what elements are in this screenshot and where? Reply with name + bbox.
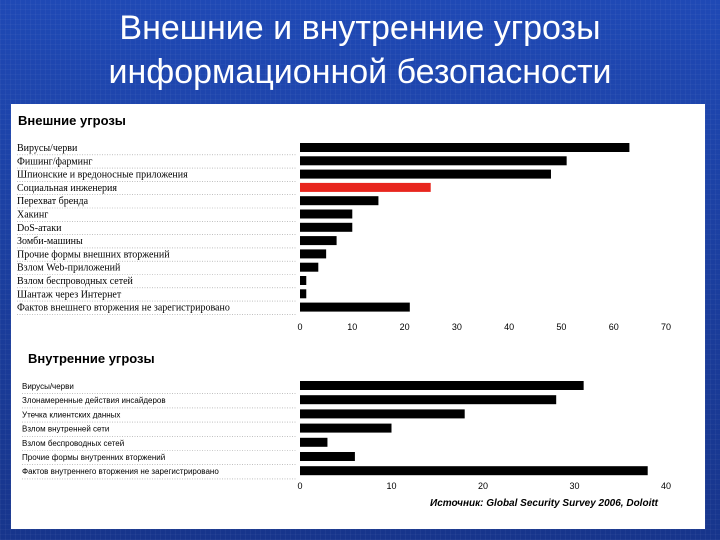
chart-1-category-label: DoS-атаки xyxy=(17,223,62,234)
slide-title: Внешние и внутренние угрозы информационн… xyxy=(0,6,720,94)
chart-1-bar xyxy=(300,182,431,192)
chart-1-x-tick-label: 30 xyxy=(452,322,462,332)
chart-2-category-label: Взлом внутренней сети xyxy=(22,425,109,434)
chart-1-bar xyxy=(300,276,307,285)
chart-2-category-label: Вирусы/черви xyxy=(22,382,74,391)
source-note: Источник: Global Security Survey 2006, D… xyxy=(430,498,659,509)
chart-2-bar xyxy=(300,423,392,433)
chart-1-category-label: Фишинг/фарминг xyxy=(17,156,92,167)
chart-1-bar xyxy=(300,262,319,272)
chart-1-category-label: Фактов внешнего вторжения не зарегистрир… xyxy=(17,303,230,314)
chart-1-category-label: Перехват бренда xyxy=(17,196,89,207)
chart-1-x-tick-label: 70 xyxy=(661,322,671,332)
chart-2-x-tick-label: 10 xyxy=(386,481,396,491)
chart-1-bar xyxy=(300,222,353,232)
chart-1-bar xyxy=(300,143,630,152)
chart-1-bar xyxy=(300,209,353,219)
chart-1-category-label: Шантаж через Интернет xyxy=(17,289,122,300)
chart-1-x-tick-label: 20 xyxy=(400,322,410,332)
chart-2-category-label: Фактов внутреннего вторжения не зарегист… xyxy=(22,467,219,476)
title-line-1: Внешние и внутренние угрозы xyxy=(119,9,601,47)
chart-1-category-label: Социальная инженерия xyxy=(17,183,117,194)
chart-2-category-label: Утечка клиентских данных xyxy=(22,410,120,419)
chart-1-x-tick-label: 50 xyxy=(556,322,566,332)
chart-2-x-tick-label: 30 xyxy=(569,481,579,491)
title-line-2: информационной безопасности xyxy=(108,53,612,91)
chart-1-bar xyxy=(300,196,379,206)
chart-1-category-label: Хакинг xyxy=(17,210,48,221)
chart-1-bar xyxy=(300,289,307,299)
chart-2-bar xyxy=(300,437,328,447)
chart-1-x-tick-label: 60 xyxy=(609,322,619,332)
chart-1-category-label: Взлом Web-приложений xyxy=(17,263,121,274)
chart-1-x-tick-label: 40 xyxy=(504,322,514,332)
chart-2-bar xyxy=(300,381,584,390)
chart-1-category-label: Взлом беспроводных сетей xyxy=(17,276,134,287)
chart-2-category-label: Взлом беспроводных сетей xyxy=(22,439,124,448)
chart-2-bar xyxy=(300,452,355,461)
chart-2-title: Внутренние угрозы xyxy=(28,351,155,366)
chart-1-x-tick-label: 0 xyxy=(297,322,302,332)
chart-1-title: Внешние угрозы xyxy=(18,113,126,128)
chart-1-bar xyxy=(300,169,551,179)
chart-1-category-label: Вирусы/черви xyxy=(17,143,78,154)
chart-2-category-label: Злонамеренные действия инсайдеров xyxy=(22,396,166,405)
chart-1-bar xyxy=(300,249,327,259)
chart-1-category-label: Прочие формы внешних вторжений xyxy=(17,249,170,260)
chart-1-bar xyxy=(300,236,337,246)
chart-2-category-label: Прочие формы внутренних вторжений xyxy=(22,453,165,462)
chart-1-x-tick-label: 10 xyxy=(347,322,357,332)
chart-2-x-tick-label: 40 xyxy=(661,481,671,491)
chart-2-x-tick-label: 0 xyxy=(297,481,302,491)
chart-1-bar xyxy=(300,156,567,166)
chart-2-bar xyxy=(300,395,557,405)
chart-1-category-label: Зомби-машины xyxy=(17,236,83,247)
chart-1-bar xyxy=(300,302,410,312)
chart-2-bar xyxy=(300,466,648,476)
chart-2-x-tick-label: 20 xyxy=(478,481,488,491)
chart-2-bar xyxy=(300,409,465,419)
chart-1-category-label: Шпионские и вредоносные приложения xyxy=(17,170,188,181)
